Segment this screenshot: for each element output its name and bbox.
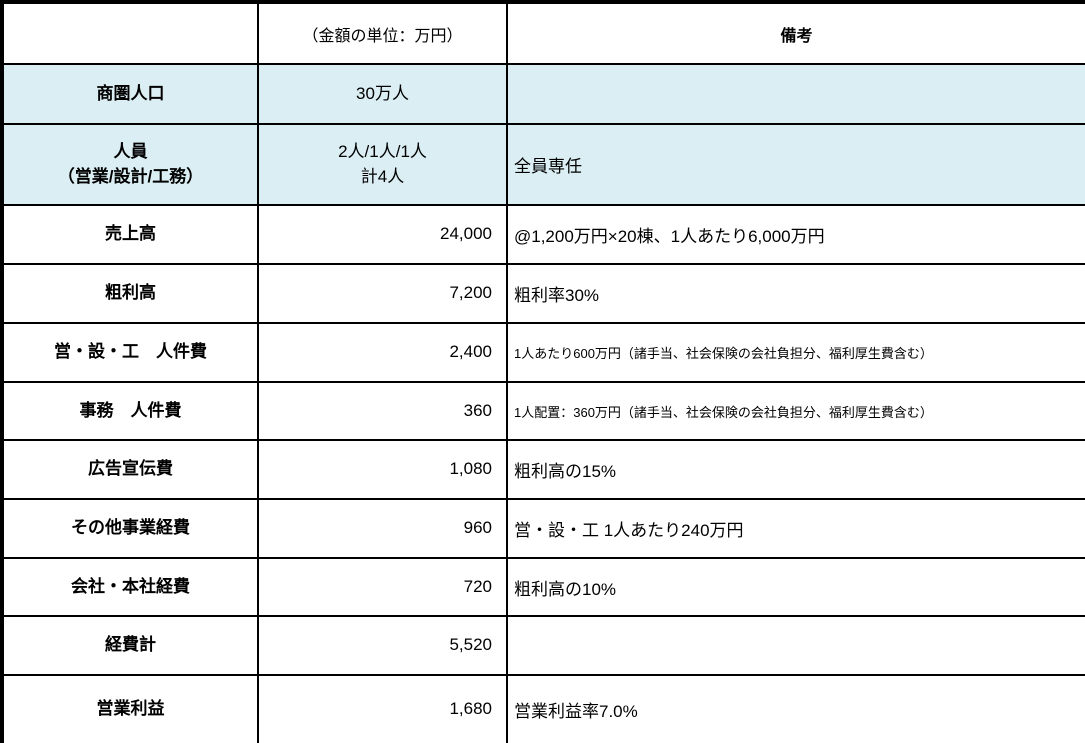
row-label-cell: 事務 人件費 bbox=[0, 381, 259, 441]
remark-cell: 営業利益率7.0% bbox=[506, 674, 1085, 743]
row-label-cell: 粗利高 bbox=[0, 263, 259, 324]
unit-header-cell: （金額の単位：万円） bbox=[257, 0, 508, 65]
value-cell: 360 bbox=[257, 381, 508, 441]
remark-cell: 1人配置：360万円（諸手当、社会保険の会社負担分、福利厚生費含む） bbox=[506, 381, 1085, 441]
value-cell: 1,080 bbox=[257, 439, 508, 500]
row-label-cell: 会社・本社経費 bbox=[0, 557, 259, 617]
remark-cell bbox=[506, 63, 1085, 125]
row-label-cell: その他事業経費 bbox=[0, 498, 259, 559]
remark-cell bbox=[506, 615, 1085, 676]
row-label-cell: 営・設・工 人件費 bbox=[0, 322, 259, 383]
table-row: その他事業経費 960 営・設・工 1人あたり240万円 bbox=[0, 498, 1085, 559]
row-label-cell: 経費計 bbox=[0, 615, 259, 676]
remark-cell: @1,200万円×20棟、1人あたり6,000万円 bbox=[506, 204, 1085, 265]
table-row: 売上高 24,000 @1,200万円×20棟、1人あたり6,000万円 bbox=[0, 204, 1085, 265]
remarks-header-cell: 備考 bbox=[506, 0, 1085, 65]
row-label-cell: 広告宣伝費 bbox=[0, 439, 259, 500]
value-cell: 30万人 bbox=[257, 63, 508, 125]
table-row: 人員 （営業/設計/工務） 2人/1人/1人 計4人 全員専任 bbox=[0, 123, 1085, 206]
value-cell: 1,680 bbox=[257, 674, 508, 743]
table-row: 経費計 5,520 bbox=[0, 615, 1085, 676]
table-row: 会社・本社経費 720 粗利高の10% bbox=[0, 557, 1085, 617]
value-cell: 2,400 bbox=[257, 322, 508, 383]
value-cell: 720 bbox=[257, 557, 508, 617]
remark-cell: 1人あたり600万円（諸手当、社会保険の会社負担分、福利厚生費含む） bbox=[506, 322, 1085, 383]
value-cell: 960 bbox=[257, 498, 508, 559]
row-label-cell: 人員 （営業/設計/工務） bbox=[0, 123, 259, 206]
remark-cell: 粗利高の15% bbox=[506, 439, 1085, 500]
value-cell: 2人/1人/1人 計4人 bbox=[257, 123, 508, 206]
corner-header-cell bbox=[0, 0, 259, 65]
row-label-cell: 営業利益 bbox=[0, 674, 259, 743]
remark-cell: 営・設・工 1人あたり240万円 bbox=[506, 498, 1085, 559]
header-row: （金額の単位：万円） 備考 bbox=[0, 0, 1085, 65]
table-row: 事務 人件費 360 1人配置：360万円（諸手当、社会保険の会社負担分、福利厚… bbox=[0, 381, 1085, 441]
table-row: 営・設・工 人件費 2,400 1人あたり600万円（諸手当、社会保険の会社負担… bbox=[0, 322, 1085, 383]
remark-cell: 粗利率30% bbox=[506, 263, 1085, 324]
value-cell: 5,520 bbox=[257, 615, 508, 676]
row-label-cell: 商圏人口 bbox=[0, 63, 259, 125]
value-cell: 7,200 bbox=[257, 263, 508, 324]
remark-cell: 粗利高の10% bbox=[506, 557, 1085, 617]
remark-cell: 全員専任 bbox=[506, 123, 1085, 206]
row-label-cell: 売上高 bbox=[0, 204, 259, 265]
table-row: 商圏人口 30万人 bbox=[0, 63, 1085, 125]
table-row: 粗利高 7,200 粗利率30% bbox=[0, 263, 1085, 324]
table-row: 広告宣伝費 1,080 粗利高の15% bbox=[0, 439, 1085, 500]
table-row: 営業利益 1,680 営業利益率7.0% bbox=[0, 674, 1085, 743]
value-cell: 24,000 bbox=[257, 204, 508, 265]
